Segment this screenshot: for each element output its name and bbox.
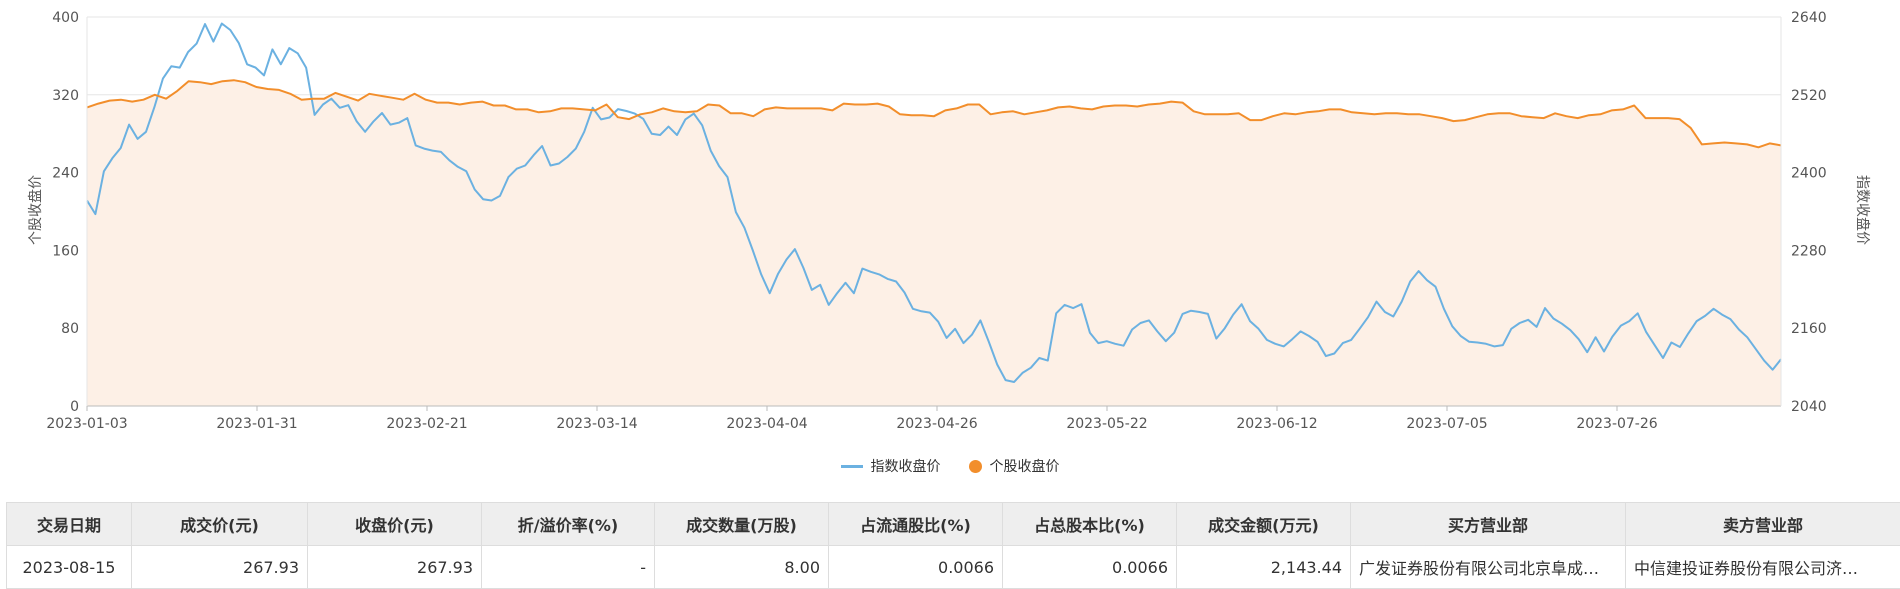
legend-line-icon [841, 465, 863, 468]
right-tick-label: 2280 [1791, 243, 1827, 259]
left-axis-label: 个股收盘价 [27, 175, 44, 245]
cell-float-ratio: 0.0066 [829, 546, 1003, 589]
left-tick-label: 400 [52, 10, 79, 26]
col-header-premium[interactable]: 折/溢价率(%) [482, 503, 655, 546]
table-header-row: 交易日期 成交价(元) 收盘价(元) 折/溢价率(%) 成交数量(万股) 占流通… [7, 503, 1900, 546]
col-header-total-ratio[interactable]: 占总股本比(%) [1003, 503, 1177, 546]
stock-area [87, 80, 1781, 406]
price-chart: 0 2040 80 2160 160 2280 240 2400 320 2520 400 2640 2… [0, 0, 1900, 450]
x-tick-label: 2023-05-22 [1066, 416, 1147, 432]
x-tick-label: 2023-01-31 [216, 416, 297, 432]
x-tick-label: 2023-02-21 [386, 416, 467, 432]
legend-item-index[interactable]: 指数收盘价 [841, 456, 941, 476]
right-tick-label: 2640 [1791, 10, 1827, 26]
col-header-float-ratio[interactable]: 占流通股比(%) [829, 503, 1003, 546]
right-tick-label: 2040 [1791, 399, 1827, 415]
x-tick-label: 2023-07-05 [1406, 416, 1487, 432]
col-header-date[interactable]: 交易日期 [7, 503, 132, 546]
cell-volume: 8.00 [655, 546, 829, 589]
col-header-amount[interactable]: 成交金额(万元) [1177, 503, 1351, 546]
left-tick-label: 160 [52, 243, 79, 259]
chart-area: 0 2040 80 2160 160 2280 240 2400 320 2520 400 2640 2… [0, 0, 1900, 490]
x-tick-label: 2023-06-12 [1236, 416, 1317, 432]
col-header-deal-price[interactable]: 成交价(元) [132, 503, 308, 546]
block-trade-table: 交易日期 成交价(元) 收盘价(元) 折/溢价率(%) 成交数量(万股) 占流通… [6, 502, 1900, 589]
table-row: 2023-08-15 267.93 267.93 - 8.00 0.0066 0… [7, 546, 1900, 589]
x-tick-label: 2023-07-26 [1576, 416, 1657, 432]
right-tick-label: 2520 [1791, 88, 1827, 104]
right-tick-label: 2160 [1791, 321, 1827, 337]
cell-date: 2023-08-15 [7, 546, 132, 589]
legend-item-stock[interactable]: 个股收盘价 [969, 456, 1060, 476]
cell-total-ratio: 0.0066 [1003, 546, 1177, 589]
col-header-volume[interactable]: 成交数量(万股) [655, 503, 829, 546]
legend-label-index: 指数收盘价 [871, 456, 941, 476]
legend-dot-icon [969, 460, 982, 473]
cell-buyer[interactable]: 广发证券股份有限公司北京阜成… [1351, 546, 1626, 589]
cell-amount: 2,143.44 [1177, 546, 1351, 589]
col-header-buyer[interactable]: 买方营业部 [1351, 503, 1626, 546]
cell-seller[interactable]: 中信建投证券股份有限公司济… [1626, 546, 1900, 589]
stock-area-fill [87, 80, 1781, 406]
cell-premium: - [482, 546, 655, 589]
left-tick-label: 320 [52, 88, 79, 104]
cell-close-price: 267.93 [308, 546, 482, 589]
left-tick-label: 240 [52, 166, 79, 182]
legend-label-stock: 个股收盘价 [990, 456, 1060, 476]
x-tick-label: 2023-04-26 [896, 416, 977, 432]
x-tick-label: 2023-01-03 [46, 416, 127, 432]
x-tick-label: 2023-03-14 [556, 416, 637, 432]
col-header-seller[interactable]: 卖方营业部 [1626, 503, 1900, 546]
x-tick-label: 2023-04-04 [726, 416, 807, 432]
cell-deal-price: 267.93 [132, 546, 308, 589]
right-axis-label: 指数收盘价 [1854, 175, 1871, 245]
left-tick-label: 80 [61, 321, 79, 337]
right-tick-label: 2400 [1791, 166, 1827, 182]
col-header-close-price[interactable]: 收盘价(元) [308, 503, 482, 546]
legend: 指数收盘价 个股收盘价 [0, 454, 1900, 478]
left-tick-label: 0 [70, 399, 79, 415]
